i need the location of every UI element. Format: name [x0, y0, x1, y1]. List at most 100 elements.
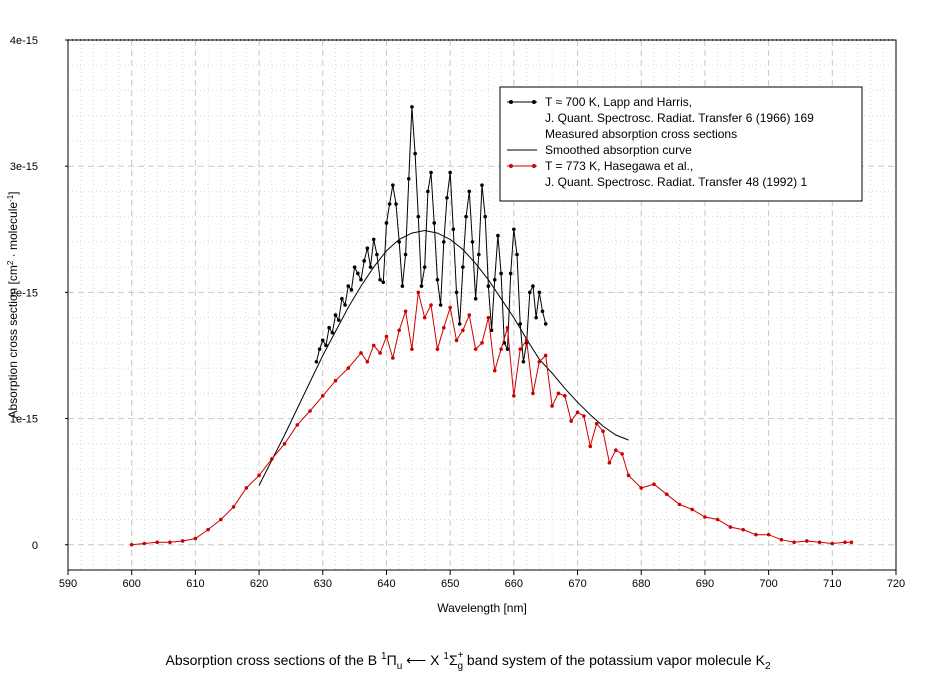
- data-point-series-0: [375, 252, 379, 257]
- data-point-series-0: [438, 303, 443, 307]
- data-point-series-2: [588, 444, 593, 449]
- legend-dot-lapp-1: [509, 100, 513, 104]
- data-point-series-0: [483, 214, 487, 219]
- data-point-series-2: [524, 338, 529, 343]
- data-point-series-2: [601, 429, 605, 433]
- data-point-series-0: [362, 259, 366, 263]
- x-tick-label: 610: [186, 578, 204, 590]
- data-point-series-2: [550, 404, 554, 408]
- data-point-series-2: [652, 482, 656, 486]
- data-point-series-0: [543, 322, 548, 326]
- data-point-series-0: [489, 328, 494, 333]
- data-point-series-0: [451, 227, 456, 232]
- data-point-series-0: [461, 265, 465, 269]
- data-point-series-0: [470, 240, 475, 244]
- data-point-series-0: [445, 195, 449, 200]
- data-point-series-2: [805, 539, 809, 543]
- data-point-series-2: [531, 391, 535, 396]
- data-point-series-0: [426, 189, 430, 194]
- data-point-series-0: [464, 214, 468, 219]
- data-point-series-0: [419, 284, 424, 288]
- data-point-series-2: [270, 457, 274, 461]
- data-point-series-0: [410, 105, 414, 109]
- data-point-series-2: [391, 356, 395, 360]
- legend-dot-hasegawa-2: [532, 164, 536, 168]
- data-point-series-2: [193, 536, 198, 541]
- data-point-series-0: [496, 233, 500, 238]
- x-tick-label: 670: [568, 578, 586, 590]
- data-point-series-0: [336, 318, 341, 322]
- data-point-series-2: [384, 334, 389, 339]
- data-point-series-2: [403, 309, 408, 314]
- data-point-series-0: [441, 240, 446, 244]
- data-point-series-2: [575, 410, 580, 415]
- y-tick-label: 0: [32, 540, 38, 552]
- x-tick-label: 600: [123, 578, 141, 590]
- data-point-series-2: [505, 325, 510, 330]
- data-point-series-2: [295, 423, 300, 427]
- data-point-series-2: [480, 341, 484, 345]
- data-point-series-2: [180, 539, 185, 543]
- data-point-series-2: [543, 353, 548, 358]
- data-point-series-2: [703, 515, 707, 519]
- data-point-series-2: [639, 486, 644, 490]
- x-tick-label: 620: [250, 578, 268, 590]
- data-point-series-0: [521, 359, 526, 364]
- data-point-series-0: [317, 347, 322, 351]
- data-point-series-2: [715, 517, 720, 522]
- data-point-series-0: [403, 252, 408, 257]
- y-axis-title: Absorption cross section [cm2 · molecule…: [6, 191, 20, 418]
- data-point-series-0: [378, 277, 382, 282]
- data-point-series-2: [467, 313, 472, 317]
- data-point-series-0: [505, 347, 510, 351]
- data-point-series-0: [343, 303, 347, 307]
- data-point-series-2: [231, 505, 236, 509]
- data-point-series-0: [534, 315, 538, 320]
- y-tick-label: 4e-15: [10, 35, 38, 47]
- plot-frame: [67, 39, 897, 571]
- data-point-series-2: [359, 351, 363, 355]
- data-point-series-2: [690, 507, 694, 512]
- data-point-series-0: [454, 290, 459, 295]
- legend-entry-hasegawa-2: J. Quant. Spectrosc. Radiat. Transfer 48…: [545, 175, 807, 189]
- data-point-series-0: [531, 284, 535, 288]
- data-point-series-2: [155, 540, 159, 545]
- x-tick-label: 690: [696, 578, 714, 590]
- data-point-series-2: [282, 442, 287, 446]
- data-point-series-2: [441, 325, 446, 330]
- data-point-series-0: [413, 151, 417, 156]
- data-point-series-2: [142, 541, 147, 546]
- data-point-series-0: [486, 284, 491, 288]
- y-tick-label: 1e-15: [10, 414, 38, 426]
- x-tick-label: 650: [441, 578, 459, 590]
- data-point-series-2: [843, 540, 847, 545]
- y-tick-label: 3e-15: [10, 161, 38, 173]
- data-point-series-2: [728, 525, 733, 529]
- data-point-series-0: [340, 296, 344, 301]
- data-point-series-2: [563, 394, 567, 398]
- data-point-series-0: [397, 240, 402, 244]
- legend-dot-lapp-2: [532, 100, 536, 104]
- x-axis: 590 600 610 620 630 640 650 660 670 680 690 700 710 7…: [59, 570, 905, 590]
- data-point-series-2: [429, 303, 433, 307]
- y-tick-label: 2e-15: [10, 287, 38, 299]
- data-point-series-0: [467, 189, 472, 194]
- data-point-series-0: [473, 296, 478, 301]
- x-tick-label: 630: [314, 578, 332, 590]
- data-point-series-2: [416, 290, 421, 295]
- data-point-series-0: [448, 170, 452, 175]
- legend: T ≈ 700 K, Lapp and Harris, J. Quant. Sp…: [499, 86, 863, 202]
- data-point-series-0: [352, 265, 357, 269]
- data-point-series-2: [512, 394, 516, 398]
- data-point-series-2: [346, 366, 351, 370]
- data-point-series-2: [244, 486, 249, 490]
- legend-box: [499, 86, 863, 202]
- data-point-series-2: [378, 351, 382, 355]
- data-point-series-0: [381, 280, 386, 285]
- data-point-series-0: [349, 288, 354, 292]
- data-point-series-0: [508, 271, 513, 276]
- data-point-series-0: [515, 252, 519, 257]
- data-point-series-2: [492, 368, 497, 373]
- data-point-series-2: [486, 315, 491, 320]
- data-point-series-0: [320, 338, 325, 343]
